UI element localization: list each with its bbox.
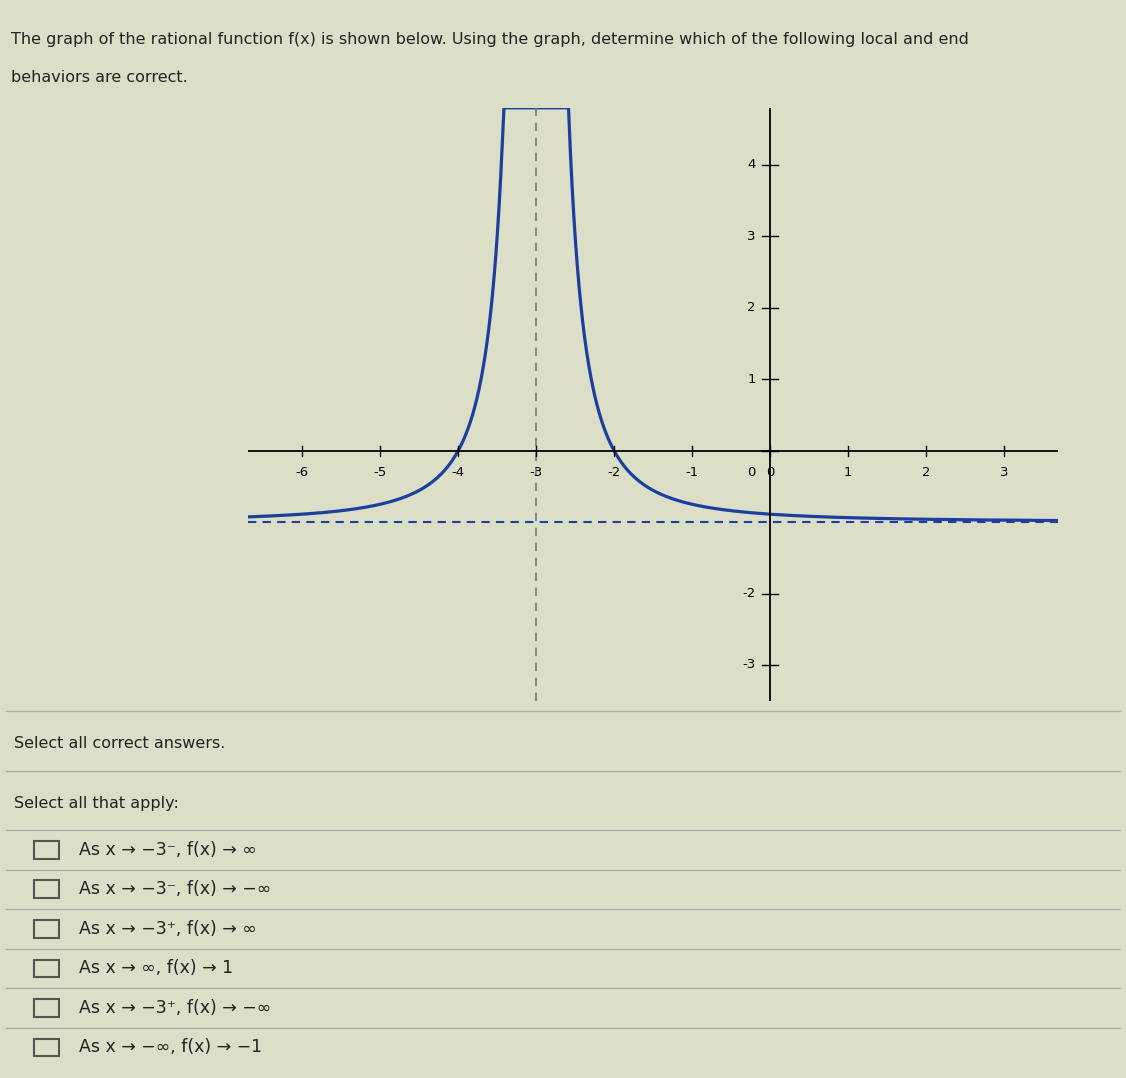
Text: -3: -3: [743, 659, 756, 672]
Text: As x → −3⁻, f(x) → ∞: As x → −3⁻, f(x) → ∞: [79, 841, 257, 859]
Text: -3: -3: [529, 467, 543, 480]
Text: As x → ∞, f(x) → 1: As x → ∞, f(x) → 1: [79, 959, 233, 978]
Text: -4: -4: [452, 467, 465, 480]
Text: Select all that apply:: Select all that apply:: [14, 796, 178, 811]
Text: 2: 2: [748, 302, 756, 315]
Text: 0: 0: [748, 467, 756, 480]
Text: 1: 1: [843, 467, 852, 480]
Text: -5: -5: [374, 467, 387, 480]
Text: behaviors are correct.: behaviors are correct.: [11, 70, 188, 85]
Text: 3: 3: [748, 230, 756, 243]
Text: -6: -6: [296, 467, 309, 480]
Text: -1: -1: [686, 467, 698, 480]
Text: As x → −3⁻, f(x) → −∞: As x → −3⁻, f(x) → −∞: [79, 881, 271, 898]
Text: As x → −3⁺, f(x) → −∞: As x → −3⁺, f(x) → −∞: [79, 999, 271, 1017]
Text: 4: 4: [748, 158, 756, 171]
Text: As x → −3⁺, f(x) → ∞: As x → −3⁺, f(x) → ∞: [79, 920, 257, 938]
Text: As x → −∞, f(x) → −1: As x → −∞, f(x) → −1: [79, 1038, 262, 1056]
Text: -2: -2: [608, 467, 620, 480]
Text: The graph of the rational function f(x) is shown below. Using the graph, determi: The graph of the rational function f(x) …: [11, 32, 969, 47]
Text: 3: 3: [1000, 467, 1008, 480]
Text: Select all correct answers.: Select all correct answers.: [14, 736, 225, 751]
Text: 2: 2: [922, 467, 930, 480]
Text: 0: 0: [766, 467, 775, 480]
Text: 1: 1: [748, 373, 756, 386]
Text: -2: -2: [743, 588, 756, 600]
